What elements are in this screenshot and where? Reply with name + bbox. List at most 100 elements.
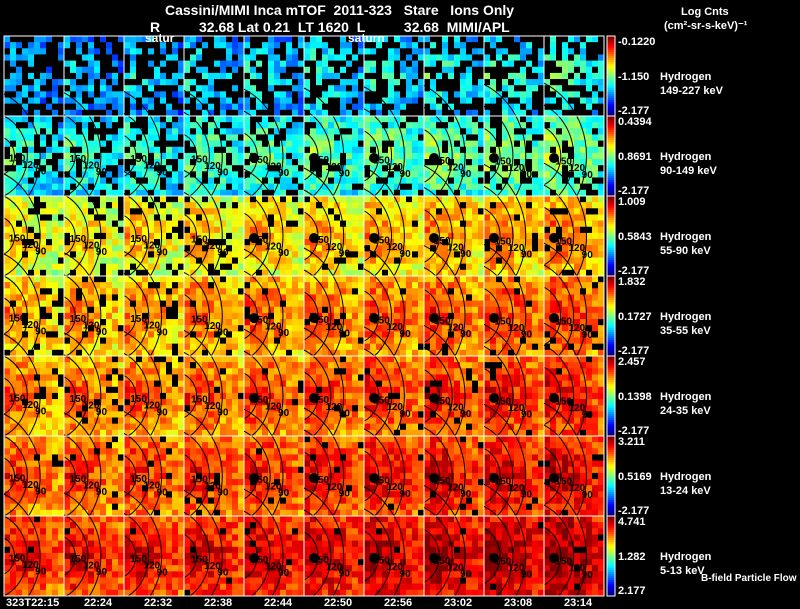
- colorbar-segment: [607, 82, 615, 85]
- heatmap-cell: [46, 103, 53, 111]
- heatmap-cell: [208, 325, 215, 332]
- heatmap-cell: [226, 276, 233, 283]
- heatmap-cell: [580, 140, 587, 148]
- heatmap-cell: [298, 214, 305, 221]
- heatmap-cell: [478, 134, 485, 141]
- heatmap-cell: [334, 171, 341, 178]
- heatmap-cell: [418, 152, 425, 160]
- heatmap-cell: [370, 97, 377, 104]
- heatmap-cell: [556, 196, 563, 203]
- heatmap-cell: [118, 109, 125, 117]
- heatmap-cell: [550, 103, 557, 111]
- heatmap-cell: [46, 134, 53, 141]
- heatmap-cell: [358, 85, 365, 92]
- heatmap-cell: [502, 48, 509, 55]
- heatmap-cell: [28, 66, 35, 74]
- heatmap-cell: [166, 202, 173, 209]
- heatmap-cell: [178, 232, 185, 240]
- heatmap-cell: [292, 312, 299, 320]
- heatmap-cell: [508, 54, 515, 61]
- heatmap-cell: [430, 54, 437, 61]
- heatmap-cell: [214, 196, 221, 203]
- heatmap-cell: [64, 196, 71, 203]
- heatmap-cell: [334, 288, 341, 295]
- heatmap-cell: [208, 306, 215, 314]
- contour-line: [243, 110, 271, 202]
- heatmap-cell: [88, 331, 95, 338]
- heatmap-cell: [502, 36, 509, 43]
- heatmap-cell: [418, 183, 425, 191]
- heatmap-cell: [256, 116, 263, 123]
- heatmap-cell: [310, 276, 317, 283]
- heatmap-cell: [286, 343, 293, 351]
- heatmap-cell: [400, 109, 407, 117]
- heatmap-cell: [478, 177, 485, 184]
- heatmap-cell: [538, 202, 545, 209]
- heatmap-cell: [580, 97, 587, 104]
- heatmap-cell: [346, 196, 353, 203]
- heatmap-cell: [580, 269, 587, 277]
- heatmap-cell: [526, 220, 533, 228]
- heatmap-cell: [184, 85, 191, 92]
- heatmap-cell: [106, 337, 113, 344]
- heatmap-cell: [562, 48, 569, 55]
- heatmap-cell: [88, 165, 95, 172]
- heatmap-cell: [178, 165, 185, 172]
- heatmap-cell: [130, 263, 137, 271]
- heatmap-cell: [268, 140, 275, 148]
- heatmap-cell: [40, 214, 47, 221]
- colorbar-segment: [607, 132, 615, 135]
- heatmap-cell: [184, 306, 191, 314]
- heatmap-cell: [58, 312, 65, 320]
- heatmap-cell: [160, 239, 167, 246]
- heatmap-cell: [358, 276, 365, 283]
- heatmap-cell: [40, 116, 47, 123]
- heatmap-cell: [382, 103, 389, 111]
- heatmap-cell: [394, 263, 401, 271]
- heatmap-cell: [448, 263, 455, 271]
- heatmap-cell: [526, 72, 533, 80]
- heatmap-cell: [184, 116, 191, 123]
- heatmap-cell: [532, 85, 539, 92]
- heatmap-cell: [598, 245, 605, 252]
- heatmap-cell: [130, 134, 137, 141]
- heatmap-cell: [442, 226, 449, 234]
- heatmap-cell: [256, 208, 263, 215]
- heatmap-cell: [280, 60, 287, 68]
- heatmap-cell: [328, 128, 335, 135]
- colorbar-segment: [607, 104, 615, 107]
- heatmap-cell: [214, 319, 221, 326]
- heatmap-cell: [328, 220, 335, 228]
- heatmap-cell: [208, 72, 215, 80]
- heatmap-cell: [556, 220, 563, 228]
- heatmap-cell: [346, 140, 353, 148]
- heatmap-cell: [400, 116, 407, 123]
- heatmap-cell: [166, 159, 173, 166]
- heatmap-cell: [178, 257, 185, 264]
- heatmap-cell: [178, 306, 185, 314]
- heatmap-cell: [286, 36, 293, 43]
- heatmap-cell: [148, 202, 155, 209]
- heatmap-cell: [256, 306, 263, 314]
- heatmap-cell: [16, 85, 23, 92]
- heatmap-cell: [310, 60, 317, 68]
- heatmap-cell: [88, 239, 95, 246]
- heatmap-cell: [400, 196, 407, 203]
- heatmap-cell: [76, 337, 83, 344]
- heatmap-cell: [334, 269, 341, 277]
- heatmap-cell: [556, 140, 563, 148]
- heatmap-cell: [466, 232, 473, 240]
- heatmap-cell: [406, 97, 413, 104]
- heatmap-cell: [586, 91, 593, 98]
- heatmap-cell: [82, 269, 89, 277]
- heatmap-cell: [352, 140, 359, 148]
- heatmap-cell: [586, 232, 593, 240]
- heatmap-cell: [40, 177, 47, 184]
- heatmap-cell: [184, 232, 191, 240]
- heatmap-cell: [430, 91, 437, 98]
- heatmap-cell: [262, 319, 269, 326]
- heatmap-cell: [376, 263, 383, 271]
- colorbar-segment: [607, 206, 615, 209]
- heatmap-cell: [52, 269, 59, 277]
- heatmap-cell: [334, 337, 341, 344]
